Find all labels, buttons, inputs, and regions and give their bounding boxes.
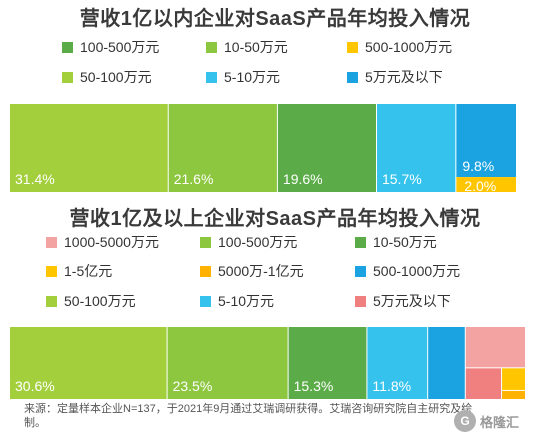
legend-swatch: [62, 41, 73, 53]
legend-label: 5万元及以下: [373, 293, 451, 309]
bar-value-label: 2.0%: [464, 178, 496, 192]
bar-segment: [277, 104, 376, 192]
legend-label: 10-50万元: [373, 234, 437, 250]
legend-label: 1-5亿元: [64, 263, 113, 279]
legend-item: 10-50万元: [355, 233, 437, 251]
legend-swatch: [46, 265, 57, 277]
legend-swatch: [206, 71, 217, 83]
legend-swatch: [206, 41, 217, 53]
legend-label: 10-50万元: [224, 39, 288, 55]
bar-segment: [10, 104, 168, 192]
bar-segment: [428, 327, 465, 399]
legend-swatch: [355, 265, 366, 277]
bar-value-label: 11.8%: [372, 378, 411, 394]
bar-value-label: 23.5%: [173, 378, 213, 394]
bar-segment: [502, 390, 525, 399]
bar-value-label: 15.7%: [382, 171, 422, 187]
bar-segment: [465, 368, 502, 399]
bar-segment: [168, 104, 277, 192]
bar-segment: [288, 327, 367, 399]
bar-segment: [502, 368, 525, 390]
legend-label: 500-1000万元: [373, 263, 461, 279]
legend-swatch: [62, 71, 73, 83]
legend-label: 5-10万元: [218, 293, 275, 309]
chart1-stacked-bar: 31.4% 21.6% 19.6% 15.7% 9.8% 2.0%: [10, 104, 516, 192]
legend-swatch: [46, 295, 57, 307]
bar-value-label: 19.6%: [283, 171, 323, 187]
legend-swatch: [347, 41, 358, 53]
legend-item: 1-5亿元: [46, 262, 112, 280]
legend-swatch: [200, 295, 211, 307]
bar-segment: [367, 327, 428, 399]
legend-label: 5-10万元: [224, 69, 281, 85]
legend-item: 100-500万元: [62, 38, 159, 56]
chart2-stacked-bar: 30.6% 23.5% 15.3% 11.8%: [10, 327, 525, 399]
watermark-logo-icon: G: [454, 410, 476, 432]
bar-value-label: 21.6%: [174, 171, 214, 187]
bar-segment: [10, 327, 167, 399]
legend-item: 50-100万元: [62, 68, 152, 86]
legend-item: 5万元及以下: [347, 68, 443, 86]
legend-label: 5000万-1亿元: [218, 263, 304, 279]
chart2-title: 营收1亿及以上企业对SaaS产品年均投入情况: [69, 208, 481, 230]
legend-label: 500-1000万元: [365, 39, 453, 55]
legend-swatch: [200, 236, 211, 248]
legend-item: 1000-5000万元: [46, 233, 159, 251]
bar-value-label: 15.3%: [294, 378, 334, 394]
legend-swatch: [46, 236, 57, 248]
bar-segment: [456, 177, 516, 192]
bar-segment: [456, 104, 516, 178]
legend-swatch: [347, 71, 358, 83]
legend-swatch: [355, 295, 366, 307]
legend-label: 100-500万元: [218, 234, 298, 250]
legend-item: 50-100万元: [46, 292, 136, 310]
bar-value-label: 9.8%: [462, 158, 494, 174]
legend-label: 50-100万元: [64, 293, 136, 309]
legend-item: 500-1000万元: [347, 38, 452, 56]
legend-swatch: [200, 265, 211, 277]
legend-label: 100-500万元: [80, 39, 160, 55]
legend-swatch: [355, 236, 366, 248]
legend-item: 5-10万元: [206, 68, 280, 86]
bar-segment: [465, 327, 525, 368]
legend-item: 5-10万元: [200, 292, 274, 310]
chart1-title: 营收1亿以内企业对SaaS产品年均投入情况: [79, 8, 471, 30]
legend-item: 500-1000万元: [355, 262, 460, 280]
bar-value-label: 31.4%: [15, 171, 55, 187]
bar-segment: [376, 104, 456, 192]
watermark-text: 格隆汇: [480, 414, 520, 430]
legend-item: 100-500万元: [200, 233, 297, 251]
legend-label: 1000-5000万元: [64, 234, 159, 250]
bar-segment: [167, 327, 288, 399]
legend-label: 50-100万元: [80, 69, 152, 85]
legend-label: 5万元及以下: [365, 69, 443, 85]
watermark: G 格隆汇: [454, 408, 546, 434]
legend-item: 10-50万元: [206, 38, 288, 56]
source-footnote: 来源：定量样本企业N=137，于2021年9月通过艾瑞调研获得。艾瑞咨询研究院自…: [24, 403, 473, 429]
legend-item: 5万元及以下: [355, 292, 451, 310]
bar-value-label: 30.6%: [15, 378, 55, 394]
legend-item: 5000万-1亿元: [200, 262, 304, 280]
